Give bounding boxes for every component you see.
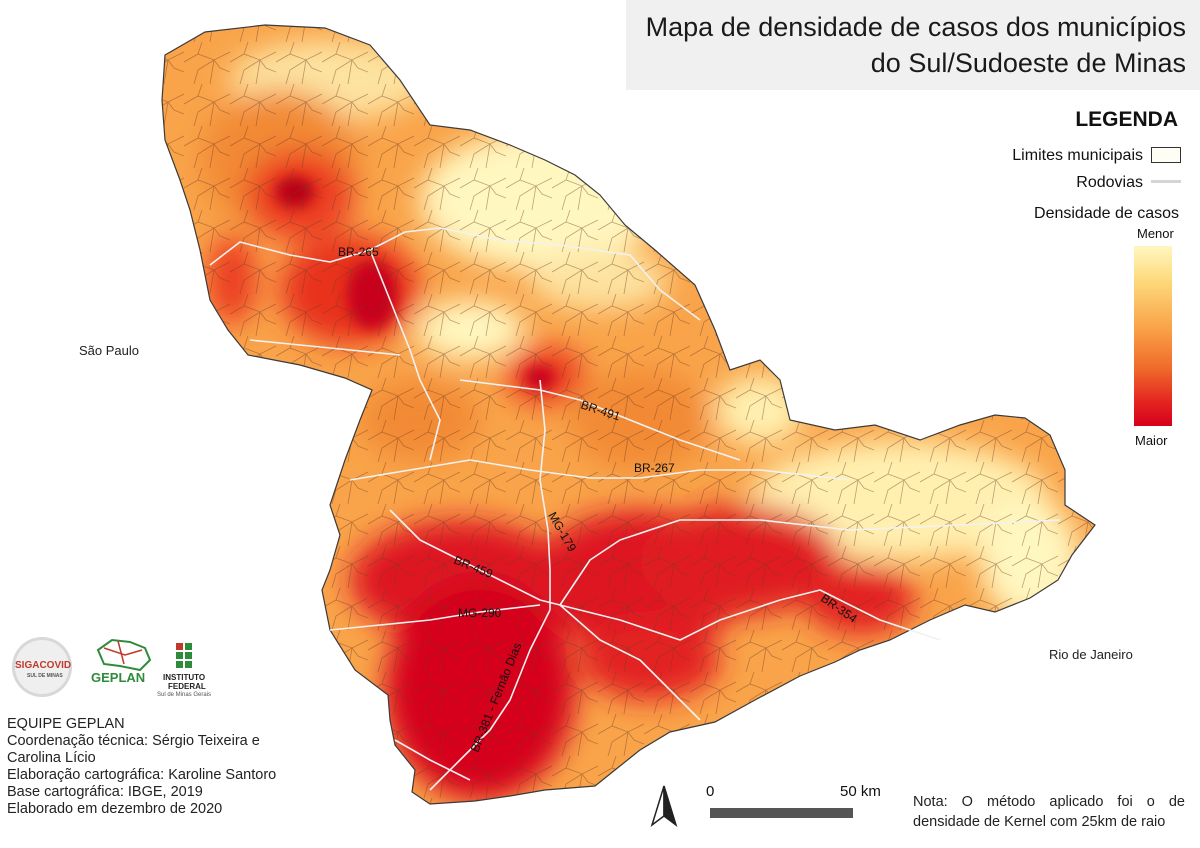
credits-line-coordination-cont: Carolina Lício (7, 750, 96, 766)
sigacovid-logo-text: SIGACOVID (15, 660, 72, 671)
road-extra-3 (369, 249, 441, 461)
road-mg-179 (539, 379, 551, 610)
road-extra-5 (394, 739, 471, 781)
road-extra-1 (559, 604, 701, 721)
roads-layer (209, 227, 1061, 791)
road-br-381 (429, 609, 551, 791)
road-mg-290 (329, 604, 541, 631)
if-logo-line-1: INSTITUTO (163, 673, 206, 682)
credits-line-date: Elaborado em dezembro de 2020 (7, 801, 223, 817)
credits-line-base: Base cartográfica: IBGE, 2019 (7, 784, 203, 800)
road-br-459 (389, 509, 561, 606)
geplan-logo-text: GEPLAN (91, 670, 146, 685)
geplan-logo (96, 638, 152, 672)
label-rio-de-janeiro: Rio de Janeiro (1049, 647, 1133, 662)
sigacovid-logo (12, 637, 72, 697)
method-note: Nota: O método aplicado foi o de densida… (913, 794, 1185, 830)
road-br-491 (459, 379, 741, 461)
road-label-mg-290: MG-290 (458, 606, 502, 620)
credits-line-coordination: Coordenação técnica: Sérgio Teixeira e (7, 733, 260, 749)
label-sao-paulo: São Paulo (79, 343, 139, 358)
legend-boundaries-swatch (1151, 147, 1181, 163)
map-title-line-2: do Sul/Sudoeste de Minas (870, 48, 1186, 78)
scale-end-label: 50 km (840, 783, 881, 800)
if-logo-line-3: Sul de Minas Gerais (157, 692, 212, 698)
legend-roads-label: Rodovias (1076, 174, 1143, 191)
road-extra-4 (249, 339, 401, 356)
credits-line-team: EQUIPE GEPLAN (7, 716, 125, 732)
legend-roads-swatch (1151, 180, 1181, 183)
legend-boundaries-label: Limites municipais (1012, 147, 1143, 164)
if-logo (176, 643, 192, 668)
credits-line-cartography: Elaboração cartográfica: Karoline Santor… (7, 767, 277, 783)
road-extra-2 (559, 519, 1061, 606)
north-arrow-icon (650, 785, 678, 827)
legend-heading: LEGENDA (1075, 108, 1178, 131)
scale-start-label: 0 (706, 783, 715, 800)
if-logo-line-2: FEDERAL (168, 682, 206, 691)
road-br-354 (559, 589, 941, 641)
title-panel: Mapa de densidade de casos dos município… (626, 0, 1200, 90)
legend-ramp-high: Maior (1135, 433, 1168, 448)
legend-color-ramp (1134, 246, 1172, 426)
credits-block: EQUIPE GEPLAN Coordenação técnica: Sérgi… (7, 716, 276, 818)
road-label-br-267: BR-267 (634, 461, 675, 475)
region-boundary (161, 24, 1096, 805)
legend-density-title: Densidade de casos (1034, 205, 1179, 222)
road-label-br-265: BR-265 (338, 245, 379, 259)
road-br-265 (209, 227, 701, 321)
road-br-267 (349, 459, 851, 481)
legend-ramp-low: Menor (1137, 226, 1174, 241)
scale-bar (710, 808, 853, 818)
map-title-line-1: Mapa de densidade de casos dos município… (645, 12, 1186, 42)
sigacovid-logo-sub: SUL DE MINAS (27, 673, 63, 679)
